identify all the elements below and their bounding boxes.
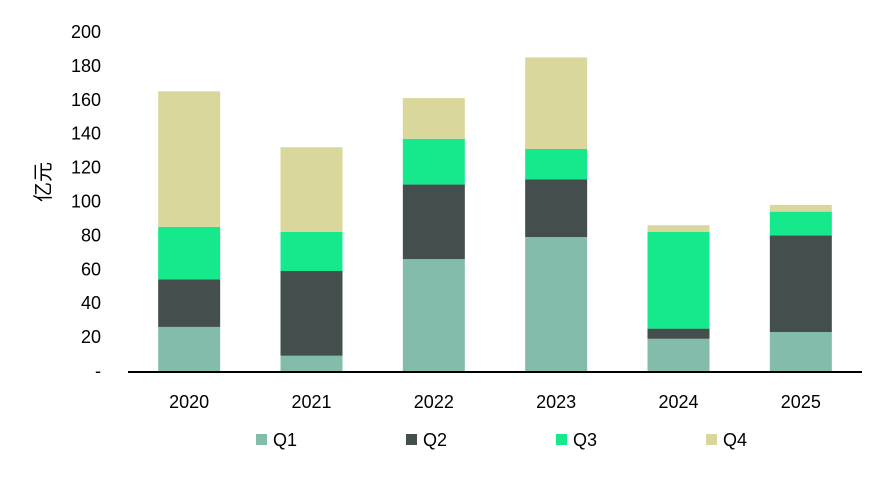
bar-q2-2024	[647, 328, 710, 339]
x-tick-label: 2021	[291, 392, 331, 412]
bar-q3-2021	[280, 232, 343, 271]
bar-q3-2025	[769, 211, 832, 236]
bar-q2-2021	[280, 270, 343, 356]
y-tick-label: 20	[81, 327, 101, 347]
x-tick-label: 2020	[169, 392, 209, 412]
legend-swatch-q2	[406, 434, 417, 445]
bar-q1-2020	[158, 326, 221, 371]
bar-q3-2024	[647, 232, 710, 329]
legend-swatch-q1	[256, 434, 267, 445]
y-tick-label: 180	[71, 56, 101, 76]
bar-q4-2023	[525, 57, 588, 149]
y-tick-label: 40	[81, 293, 101, 313]
bar-q1-2021	[280, 355, 343, 371]
legend-swatch-q3	[556, 434, 567, 445]
bar-q4-2020	[158, 91, 221, 227]
bar-q3-2023	[525, 148, 588, 180]
bar-q1-2023	[525, 237, 588, 371]
legend-label-q1: Q1	[273, 430, 297, 450]
legend-label-q2: Q2	[423, 430, 447, 450]
legend-swatch-q4	[706, 434, 717, 445]
y-tick-label: 100	[71, 192, 101, 212]
y-tick-label: -	[95, 361, 101, 381]
bar-q4-2021	[280, 147, 343, 233]
bar-q1-2022	[402, 259, 465, 371]
bar-q2-2020	[158, 279, 221, 327]
y-tick-label: 120	[71, 158, 101, 178]
x-tick-label: 2024	[658, 392, 698, 412]
y-tick-label: 140	[71, 124, 101, 144]
bar-q3-2022	[402, 138, 465, 185]
x-tick-label: 2022	[414, 392, 454, 412]
bar-q1-2025	[769, 332, 832, 371]
y-tick-label: 160	[71, 90, 101, 110]
y-axis-label: 亿元	[32, 162, 55, 202]
bar-q4-2024	[647, 225, 710, 233]
y-tick-label: 200	[71, 22, 101, 42]
bar-q3-2020	[158, 226, 221, 280]
y-tick-label: 80	[81, 225, 101, 245]
legend-label-q3: Q3	[573, 430, 597, 450]
bar-q2-2025	[769, 235, 832, 333]
bar-q2-2022	[402, 184, 465, 260]
legend-label-q4: Q4	[723, 430, 747, 450]
y-tick-label: 60	[81, 259, 101, 279]
bar-q1-2024	[647, 338, 710, 371]
bar-q4-2025	[769, 204, 832, 212]
x-tick-label: 2025	[781, 392, 821, 412]
bar-q4-2022	[402, 98, 465, 139]
bar-q2-2023	[525, 179, 588, 238]
x-tick-label: 2023	[536, 392, 576, 412]
